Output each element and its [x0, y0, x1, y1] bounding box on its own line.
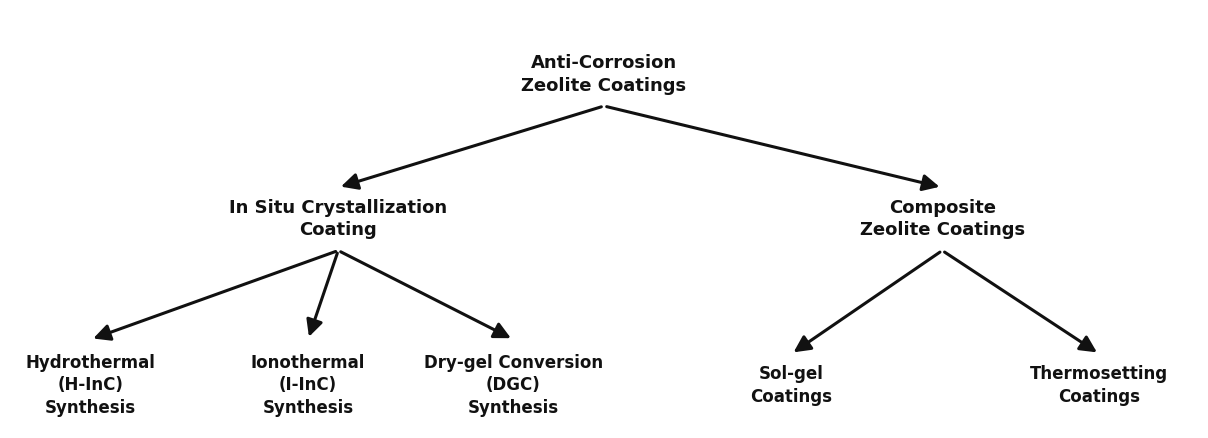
- Text: In Situ Crystallization
Coating: In Situ Crystallization Coating: [230, 199, 447, 239]
- Text: Sol-gel
Coatings: Sol-gel Coatings: [750, 365, 832, 406]
- Text: Composite
Zeolite Coatings: Composite Zeolite Coatings: [860, 199, 1024, 239]
- Text: Dry-gel Conversion
(DGC)
Synthesis: Dry-gel Conversion (DGC) Synthesis: [424, 354, 603, 417]
- Text: Hydrothermal
(H-InC)
Synthesis: Hydrothermal (H-InC) Synthesis: [25, 354, 156, 417]
- Text: Thermosetting
Coatings: Thermosetting Coatings: [1030, 365, 1168, 406]
- Text: Anti-Corrosion
Zeolite Coatings: Anti-Corrosion Zeolite Coatings: [522, 54, 686, 95]
- Text: Ionothermal
(I-InC)
Synthesis: Ionothermal (I-InC) Synthesis: [251, 354, 365, 417]
